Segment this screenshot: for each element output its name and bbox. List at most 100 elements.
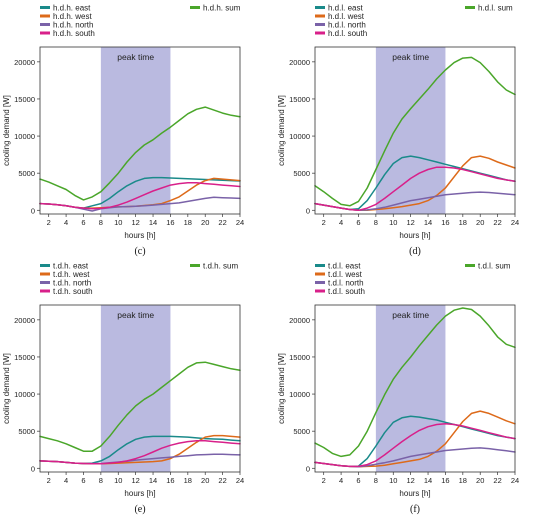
y-tick-label: 10000 (289, 390, 310, 399)
panel-caption: (d) (409, 246, 421, 257)
x-tick-label: 18 (459, 476, 467, 485)
legend-entry: t.d.h. south (53, 287, 93, 296)
x-tick-label: 12 (131, 218, 139, 227)
legend-entry: t.d.h. east (53, 262, 89, 271)
x-tick-label: 4 (64, 476, 68, 485)
x-tick-label: 24 (236, 218, 244, 227)
legend-entry: h.d.l. east (328, 4, 363, 13)
legend-entry: t.d.l. south (328, 287, 365, 296)
series-line-t-d-l-sum (314, 307, 516, 458)
x-tick-label: 6 (356, 218, 360, 227)
x-axis-label: hours [h] (124, 489, 155, 498)
legend-entry: t.d.h. north (53, 279, 91, 288)
x-tick-label: 8 (374, 476, 378, 485)
legend-entry: h.d.h. east (53, 4, 91, 13)
peak-time-label: peak time (392, 52, 429, 62)
y-tick-label: 15000 (289, 95, 310, 104)
peak-time-band (375, 47, 446, 214)
legend-entry: h.d.l. south (328, 29, 367, 38)
x-tick-label: 4 (64, 218, 68, 227)
peak-time-label: peak time (392, 310, 429, 320)
x-tick-label: 2 (322, 218, 326, 227)
y-axis-label: cooling demand [W] (277, 95, 286, 166)
legend-entry: t.d.h. west (53, 270, 90, 279)
x-tick-label: 22 (218, 218, 226, 227)
x-tick-label: 12 (406, 218, 414, 227)
y-tick-label: 20000 (289, 58, 310, 67)
peak-time-label: peak time (117, 310, 154, 320)
axes-frame (314, 304, 516, 473)
y-tick-label: 0 (31, 464, 35, 473)
peak-time-band (375, 305, 446, 472)
peak-time-label: peak time (117, 52, 154, 62)
x-tick-label: 14 (149, 218, 157, 227)
y-tick-label: 15000 (14, 353, 35, 362)
legend-entry: t.d.h. sum (203, 262, 238, 271)
y-tick-label: 10000 (14, 132, 35, 141)
series-line-h-d-h-sum (39, 106, 241, 201)
y-axis-label: cooling demand [W] (2, 353, 11, 424)
legend-entry: t.d.l. west (328, 270, 363, 279)
y-tick-label: 5000 (293, 427, 310, 436)
x-tick-label: 20 (476, 218, 484, 227)
x-tick-label: 6 (356, 476, 360, 485)
y-tick-label: 15000 (14, 95, 35, 104)
series-line-t-d-h-south (39, 440, 241, 465)
x-tick-label: 6 (81, 476, 85, 485)
legend-entry: h.d.h. south (53, 29, 95, 38)
y-axis-label: cooling demand [W] (2, 95, 11, 166)
y-tick-label: 0 (306, 206, 310, 215)
legend-entry: t.d.l. north (328, 279, 364, 288)
x-tick-label: 16 (441, 218, 449, 227)
x-tick-label: 24 (511, 218, 519, 227)
x-tick-label: 22 (493, 476, 501, 485)
x-tick-label: 20 (476, 476, 484, 485)
x-tick-label: 18 (184, 476, 192, 485)
x-tick-label: 14 (149, 476, 157, 485)
x-tick-label: 16 (441, 476, 449, 485)
x-tick-label: 18 (459, 218, 467, 227)
series-line-t-d-h-sum (39, 361, 241, 452)
legend-entry: t.d.l. sum (478, 262, 511, 271)
x-tick-label: 10 (389, 476, 397, 485)
y-tick-label: 10000 (289, 132, 310, 141)
y-tick-label: 15000 (289, 353, 310, 362)
x-tick-label: 6 (81, 218, 85, 227)
x-tick-label: 16 (166, 476, 174, 485)
legend-entry: h.d.h. west (53, 12, 92, 21)
x-tick-label: 10 (114, 218, 122, 227)
panel-caption: (f) (410, 504, 420, 515)
axes-frame (314, 46, 516, 215)
x-tick-label: 20 (201, 476, 209, 485)
y-tick-label: 20000 (289, 316, 310, 325)
y-axis-label: cooling demand [W] (277, 353, 286, 424)
x-axis-label: hours [h] (399, 489, 430, 498)
series-line-h-d-l-south (314, 166, 516, 212)
x-tick-label: 10 (389, 218, 397, 227)
x-tick-label: 24 (511, 476, 519, 485)
series-line-h-d-l-sum (314, 56, 516, 207)
y-tick-label: 0 (306, 464, 310, 473)
x-tick-label: 22 (218, 476, 226, 485)
y-tick-label: 5000 (293, 169, 310, 178)
x-tick-label: 16 (166, 218, 174, 227)
series-line-t-d-l-south (314, 423, 516, 468)
x-tick-label: 18 (184, 218, 192, 227)
x-tick-label: 24 (236, 476, 244, 485)
y-tick-label: 20000 (14, 58, 35, 67)
x-tick-label: 14 (424, 476, 432, 485)
x-tick-label: 2 (322, 476, 326, 485)
legend-entry: h.d.h. sum (203, 4, 241, 13)
x-tick-label: 2 (47, 476, 51, 485)
y-tick-label: 20000 (14, 316, 35, 325)
legend-entry: h.d.l. sum (478, 4, 513, 13)
peak-time-band (100, 47, 171, 214)
legend-entry: h.d.l. west (328, 12, 365, 21)
x-tick-label: 4 (339, 476, 343, 485)
y-tick-label: 0 (31, 206, 35, 215)
y-tick-label: 10000 (14, 390, 35, 399)
x-tick-label: 12 (406, 476, 414, 485)
